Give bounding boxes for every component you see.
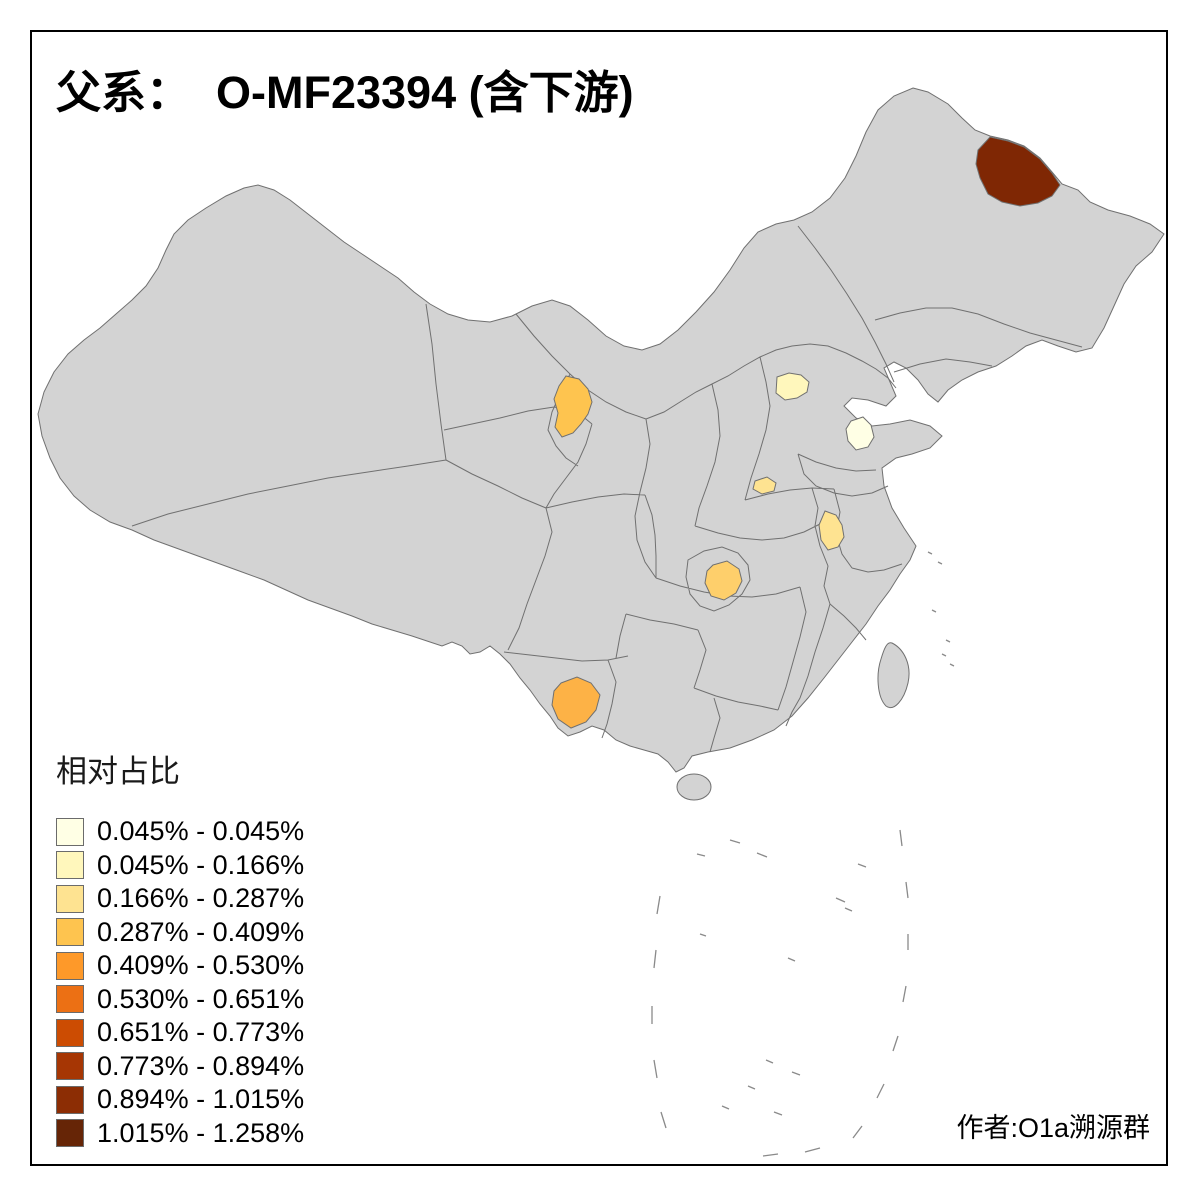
henan-region (752, 476, 777, 495)
legend-swatch (56, 1052, 84, 1081)
legend-item: 0.894% - 1.015% (56, 1083, 304, 1117)
yunnan-region (551, 676, 601, 729)
legend-swatch (56, 951, 84, 980)
hainan-island (676, 773, 712, 801)
legend-label: 0.530% - 0.651% (97, 983, 305, 1014)
legend-swatch (56, 1085, 84, 1114)
legend-swatch (56, 1018, 84, 1047)
legend-label: 0.045% - 0.166% (97, 849, 305, 880)
legend-item: 0.287% - 0.409% (56, 916, 304, 950)
legend-swatch (56, 884, 84, 913)
attribution: 作者:O1a溯源群 (956, 1113, 1150, 1143)
legend-label: 0.651% - 0.773% (97, 1017, 305, 1048)
heilongjiang-region (975, 136, 1061, 207)
legend-item: 0.409% - 0.530% (56, 949, 304, 983)
taiwan-island (877, 642, 910, 708)
legend-item: 0.045% - 0.166% (56, 849, 304, 883)
legend-label: 0.045% - 0.045% (97, 816, 305, 847)
legend-label: 0.773% - 0.894% (97, 1050, 305, 1081)
legend-item: 0.045% - 0.045% (56, 815, 304, 849)
legend-item: 1.015% - 1.258% (56, 1117, 304, 1151)
legend-item: 0.530% - 0.651% (56, 983, 304, 1017)
legend-item: 0.773% - 0.894% (56, 1050, 304, 1084)
legend-label: 0.409% - 0.530% (97, 950, 305, 981)
figure-title: 父系： O-MF23394 (含下游) (56, 67, 634, 118)
legend-item: 0.166% - 0.287% (56, 882, 304, 916)
china-mainland (37, 87, 1165, 773)
shandong-region (845, 416, 875, 451)
chongqing-region (704, 560, 743, 601)
anhui-region (818, 510, 845, 551)
ningxia-region (553, 375, 593, 438)
legend-title: 相对占比 (56, 754, 180, 789)
legend: 相对占比 0.045% - 0.045% 0.045% - 0.166% 0.1… (56, 746, 304, 1150)
legend-swatch (56, 918, 84, 947)
legend-label: 0.166% - 0.287% (97, 883, 305, 914)
legend-swatch (56, 851, 84, 880)
legend-label: 0.287% - 0.409% (97, 916, 305, 947)
beijing-hebei-region (775, 372, 810, 401)
legend-item: 0.651% - 0.773% (56, 1016, 304, 1050)
legend-swatch (56, 985, 84, 1014)
south-china-sea-islands (651, 551, 955, 1157)
legend-swatch (56, 817, 84, 846)
province-borders (131, 225, 1083, 753)
legend-swatch (56, 1119, 84, 1148)
legend-label: 1.015% - 1.258% (97, 1117, 305, 1148)
legend-label: 0.894% - 1.015% (97, 1084, 305, 1115)
